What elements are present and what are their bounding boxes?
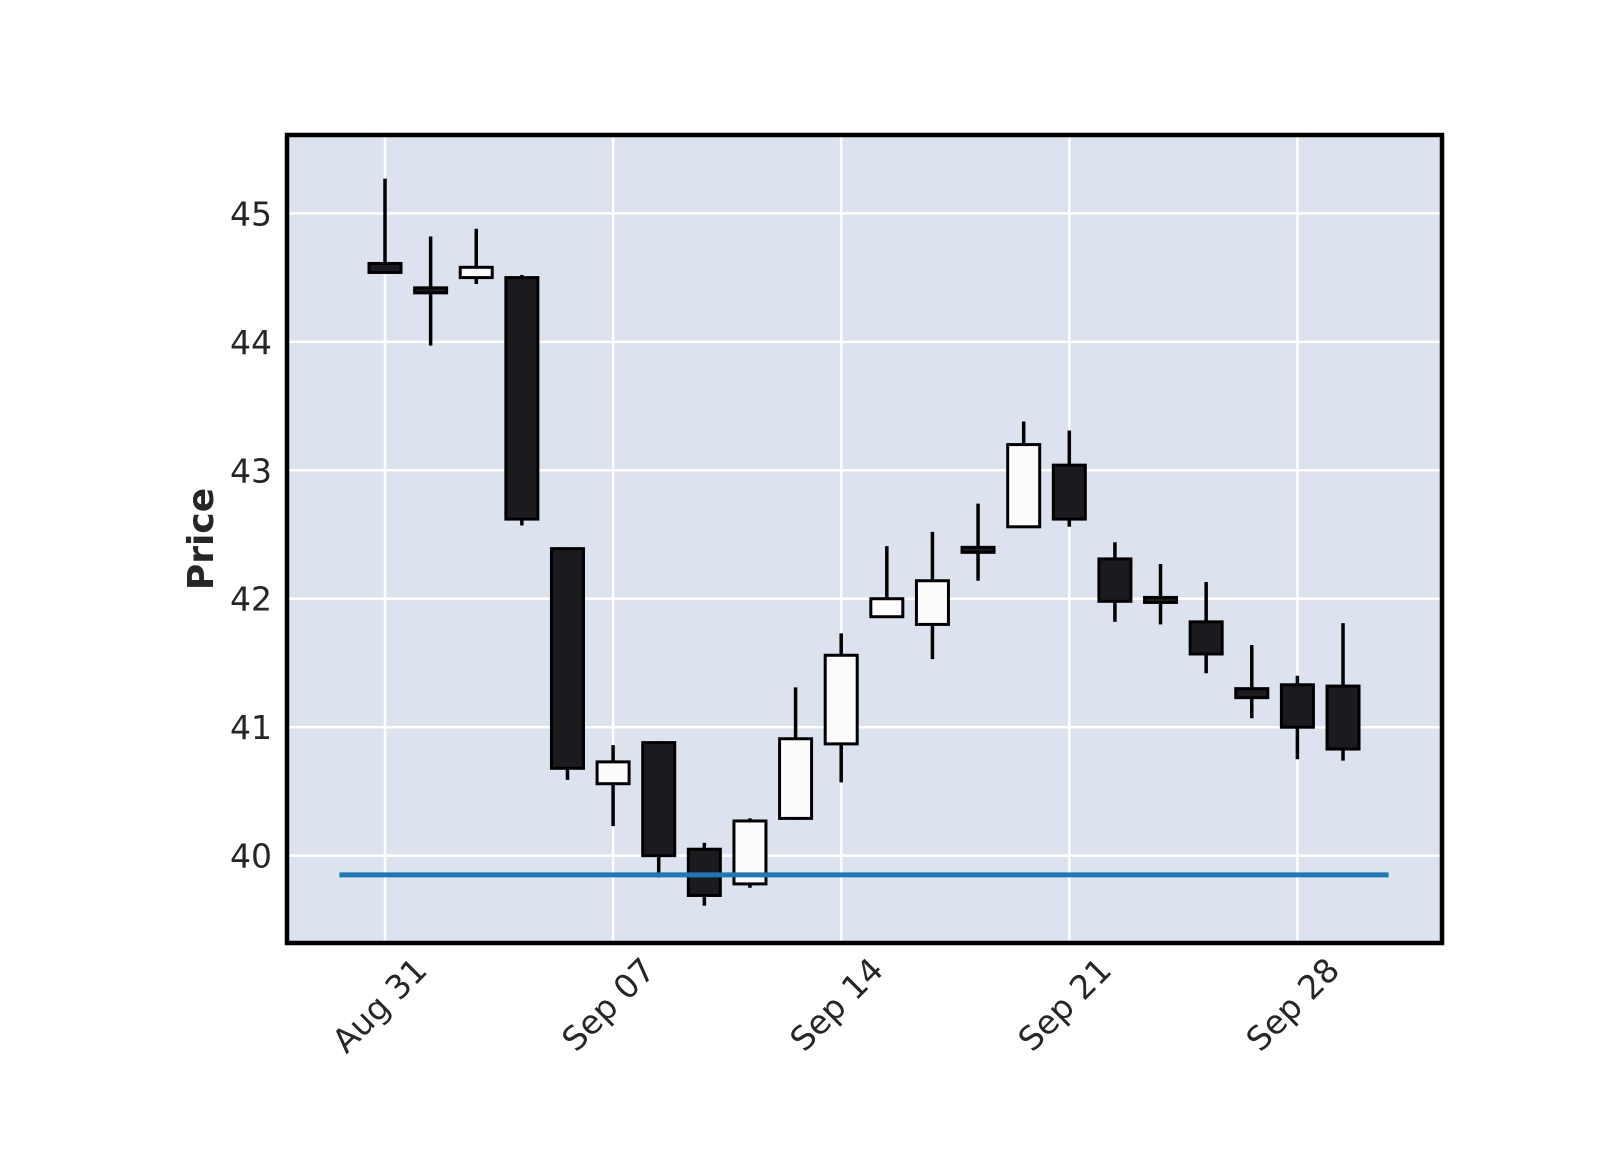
candle-body (686, 847, 722, 897)
candle-down (1325, 623, 1361, 761)
y-tick-label: 45 (230, 194, 272, 233)
y-tick-label: 42 (230, 580, 272, 619)
candle-down (1097, 542, 1133, 622)
candle-body (778, 737, 814, 820)
candle-up (595, 745, 631, 827)
candle-body (1097, 557, 1133, 603)
candle-body (367, 261, 403, 274)
y-tick-label: 44 (230, 323, 272, 362)
candle-down (1188, 582, 1224, 674)
candle-down (1234, 644, 1270, 719)
candle-body (504, 276, 540, 521)
candle-down (504, 275, 540, 526)
candle-down (1143, 564, 1179, 625)
x-tick-label: Sep 28 (1238, 950, 1347, 1059)
candle-body (960, 545, 996, 554)
candle-down (960, 503, 996, 581)
candle-body (549, 547, 585, 770)
y-tick-label: 43 (230, 451, 272, 490)
candle-body (869, 597, 905, 619)
candle-up (823, 633, 859, 783)
y-axis-title: Price (181, 488, 222, 590)
candle-up (914, 531, 950, 660)
candle-up (778, 687, 814, 820)
x-tick-label: Sep 07 (554, 950, 663, 1059)
candle-body (1143, 595, 1179, 604)
candle-body (1234, 687, 1270, 700)
x-tick-label: Aug 31 (324, 950, 434, 1060)
candle-down (1279, 675, 1315, 760)
candle-body (458, 265, 494, 280)
candle-body (1325, 684, 1361, 751)
candle-down (641, 741, 677, 878)
candle-body (914, 579, 950, 626)
candle-body (1279, 683, 1315, 729)
candle-down (367, 178, 403, 274)
y-tick-label: 40 (230, 837, 272, 876)
candle-body (1051, 463, 1087, 521)
candle-body (413, 286, 449, 295)
candle-body (823, 653, 859, 746)
x-tick-label: Sep 21 (1010, 950, 1119, 1059)
x-tick-label: Sep 14 (782, 950, 891, 1059)
candles-group (367, 178, 1361, 906)
plot-border (284, 132, 1445, 946)
candle-body (1006, 443, 1042, 529)
candle-up (1006, 421, 1042, 529)
candle-up (458, 228, 494, 285)
plot-background (287, 135, 1442, 943)
candle-down (413, 236, 449, 346)
candle-down (549, 547, 585, 780)
candle-up (869, 546, 905, 619)
candle-body (595, 760, 631, 786)
candle-down (1051, 430, 1087, 527)
candle-body (1188, 620, 1224, 656)
candle-body (641, 741, 677, 858)
y-tick-label: 41 (230, 708, 272, 747)
